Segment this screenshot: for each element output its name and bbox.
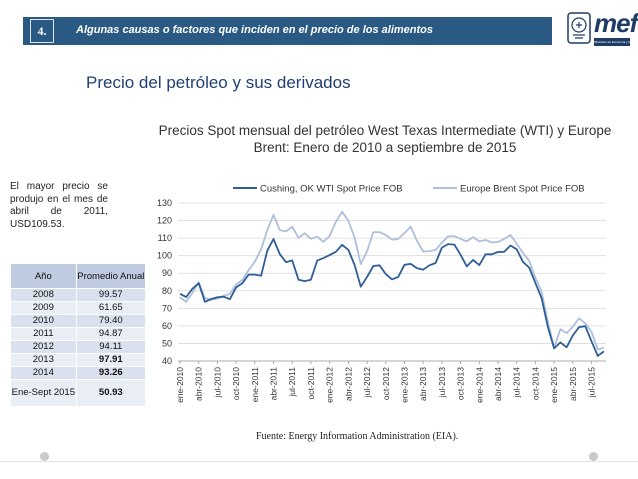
wti-series-line bbox=[179, 238, 605, 357]
logo-text: mef bbox=[594, 8, 638, 38]
table-cell-year: Ene-Sept 2015 bbox=[10, 379, 77, 407]
table-cell-year: 2012 bbox=[10, 340, 77, 354]
table-row: Ene-Sept 2015 50.93 bbox=[10, 379, 147, 407]
x-tick-label: oct-2011 bbox=[306, 367, 316, 400]
table-cell-year: 2008 bbox=[10, 288, 77, 302]
y-tick-label: 70 bbox=[162, 303, 172, 313]
x-tick-label: ene-2014 bbox=[474, 367, 484, 403]
table-row: 2011 94.87 bbox=[10, 327, 147, 341]
x-tick-label: abr-2013 bbox=[418, 367, 428, 401]
x-tick-label: abr-2010 bbox=[194, 367, 204, 401]
x-tick-label: ene-2012 bbox=[325, 367, 335, 403]
slide-number: 4. bbox=[30, 19, 54, 43]
y-tick-label: 50 bbox=[162, 338, 172, 348]
y-tick-label: 90 bbox=[162, 268, 172, 278]
max-price-note: El mayor precio se produjo en el mes de … bbox=[10, 181, 108, 230]
shield-emblem-icon bbox=[567, 12, 591, 44]
table-header-average: Promedio Anual bbox=[75, 263, 147, 289]
x-tick-label: jul-2010 bbox=[212, 367, 222, 399]
y-tick-label: 60 bbox=[162, 321, 172, 331]
table-row: 2009 61.65 bbox=[10, 301, 147, 315]
table-cell-value: 99.57 bbox=[75, 288, 147, 302]
table-cell-year: 2014 bbox=[10, 366, 77, 380]
x-tick-label: jul-2015 bbox=[587, 367, 597, 399]
x-tick-label: ene-2015 bbox=[549, 367, 559, 403]
y-tick-label: 80 bbox=[162, 286, 172, 296]
y-tick-label: 100 bbox=[157, 251, 172, 261]
footer-dot-right bbox=[589, 452, 598, 461]
x-tick-label: oct-2014 bbox=[530, 367, 540, 400]
x-tick-label: oct-2012 bbox=[381, 367, 391, 400]
table-cell-value: 79.40 bbox=[75, 314, 147, 328]
table-cell-value: 94.11 bbox=[75, 340, 147, 354]
table-cell-value: 94.87 bbox=[75, 327, 147, 341]
page-subtitle: Precio del petróleo y sus derivados bbox=[86, 73, 351, 92]
y-tick-label: 120 bbox=[157, 216, 172, 226]
footer-divider bbox=[0, 461, 638, 462]
x-tick-label: ene-2013 bbox=[399, 367, 409, 403]
logo-subtext-band: Ministerio de Economía y Finanzas bbox=[594, 38, 630, 46]
table-header-year: Año bbox=[10, 263, 77, 289]
table-row: 2013 97.91 bbox=[10, 353, 147, 367]
mef-logo: mef Ministerio de Economía y Finanzas bbox=[564, 8, 638, 54]
table-cell-value: 97.91 bbox=[75, 353, 147, 367]
x-tick-label: abr-2015 bbox=[568, 367, 578, 401]
oil-price-line-chart: 40 50 60 70 80 90 100 110 120 130 ene-2010 abr-2010… bbox=[157, 184, 606, 403]
table-row: 2008 99.57 bbox=[10, 288, 147, 302]
legend-brent-label: Europe Brent Spot Price FOB bbox=[460, 184, 585, 195]
x-tick-label: ene-2010 bbox=[175, 367, 185, 403]
x-tick-label: abr-2011 bbox=[269, 367, 279, 401]
table-header-row: Año Promedio Anual bbox=[10, 263, 147, 289]
footer-dot-left bbox=[40, 452, 49, 461]
brent-series-line bbox=[179, 210, 605, 351]
y-tick-label: 40 bbox=[162, 356, 172, 366]
table-row: 2010 79.40 bbox=[10, 314, 147, 328]
table-cell-value: 50.93 bbox=[75, 379, 147, 407]
table-cell-value: 61.65 bbox=[75, 301, 147, 315]
annual-average-table: Año Promedio Anual 2008 99.57 2009 61.65… bbox=[10, 263, 147, 407]
table-row: 2012 94.11 bbox=[10, 340, 147, 354]
table-row: 2014 93.26 bbox=[10, 366, 147, 380]
x-tick-label: jul-2014 bbox=[512, 367, 522, 399]
chart-title: Precios Spot mensual del petróleo West T… bbox=[158, 123, 612, 155]
x-tick-label: oct-2013 bbox=[456, 367, 466, 400]
header-title: Algunas causas o factores que inciden en… bbox=[76, 24, 433, 36]
legend-wti-label: Cushing, OK WTI Spot Price FOB bbox=[260, 184, 403, 195]
table-cell-year: 2013 bbox=[10, 353, 77, 367]
table-cell-year: 2010 bbox=[10, 314, 77, 328]
x-tick-label: jul-2012 bbox=[362, 367, 372, 399]
table-cell-value: 93.26 bbox=[75, 366, 147, 380]
logo-subtext: Ministerio de Economía y Finanzas bbox=[594, 40, 630, 44]
x-tick-label: oct-2010 bbox=[231, 367, 241, 400]
x-tick-label: jul-2011 bbox=[287, 367, 297, 398]
source-note: Fuente: Energy Information Administratio… bbox=[256, 431, 459, 442]
x-tick-label: jul-2013 bbox=[437, 367, 447, 399]
x-tick-label: abr-2014 bbox=[493, 367, 503, 401]
table-cell-year: 2009 bbox=[10, 301, 77, 315]
table-cell-year: 2011 bbox=[10, 327, 77, 341]
y-tick-label: 110 bbox=[158, 233, 172, 243]
header-banner bbox=[23, 17, 552, 45]
y-tick-label: 130 bbox=[157, 198, 172, 208]
x-tick-label: abr-2012 bbox=[343, 367, 353, 401]
x-tick-label: ene-2011 bbox=[250, 367, 260, 403]
